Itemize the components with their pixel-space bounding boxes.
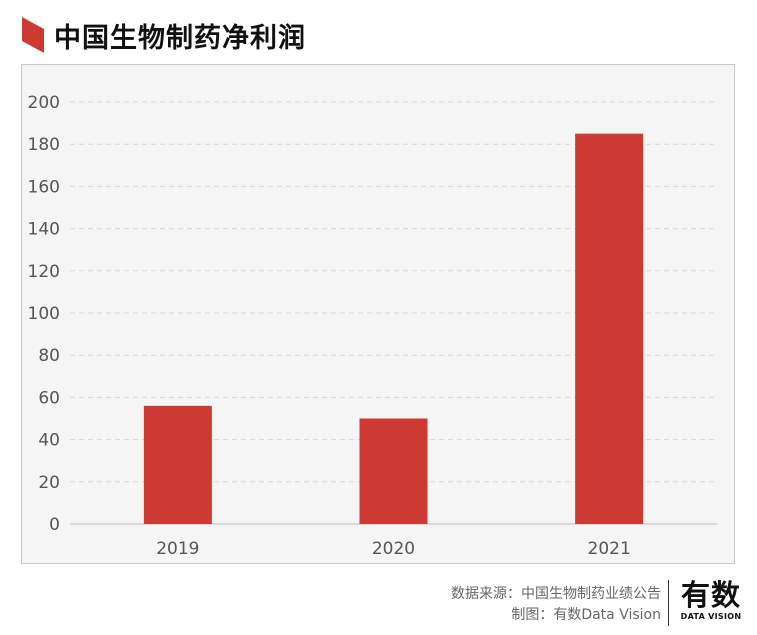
- bar: [359, 418, 428, 524]
- logo-sub-text: DATA VISION: [680, 612, 742, 621]
- y-tick-label: 80: [38, 346, 60, 366]
- chart-footer: 数据来源：中国生物制药业绩公告 制图：有数Data Vision: [451, 584, 661, 626]
- y-tick-label: 20: [38, 473, 60, 493]
- y-tick-label: 60: [38, 388, 60, 408]
- y-tick-label: 140: [28, 220, 60, 240]
- x-tick-label: 2021: [588, 539, 631, 559]
- y-tick-label: 200: [28, 93, 60, 113]
- credit-note: 制图：有数Data Vision: [511, 607, 661, 623]
- y-tick-label: 180: [28, 135, 60, 155]
- x-tick-label: 2019: [156, 539, 199, 559]
- y-tick-label: 0: [49, 515, 60, 535]
- y-tick-label: 100: [28, 304, 60, 324]
- source-note: 数据来源：中国生物制药业绩公告: [451, 586, 661, 602]
- bar: [575, 133, 644, 524]
- chart-panel: 0 20 40 60 80 100 120 140 160 180 200 2019 2020 2021: [21, 64, 735, 564]
- logo-divider: [668, 580, 669, 626]
- y-tick-label: 120: [28, 262, 60, 282]
- logo-main-text: 有数: [680, 578, 741, 612]
- chart-title: 中国生物制药净利润: [54, 22, 306, 54]
- chart-header: 中国生物制药净利润: [22, 12, 306, 58]
- x-tick-label: 2020: [372, 539, 415, 559]
- bar: [143, 405, 212, 524]
- brand-logo: 有数 DATA VISION: [676, 578, 746, 622]
- y-tick-label: 40: [38, 431, 60, 451]
- y-tick-label: 160: [28, 177, 60, 197]
- bar-chart: 0 20 40 60 80 100 120 140 160 180 200 2019 2020 2021: [28, 93, 717, 559]
- title-accent-icon: [22, 17, 44, 53]
